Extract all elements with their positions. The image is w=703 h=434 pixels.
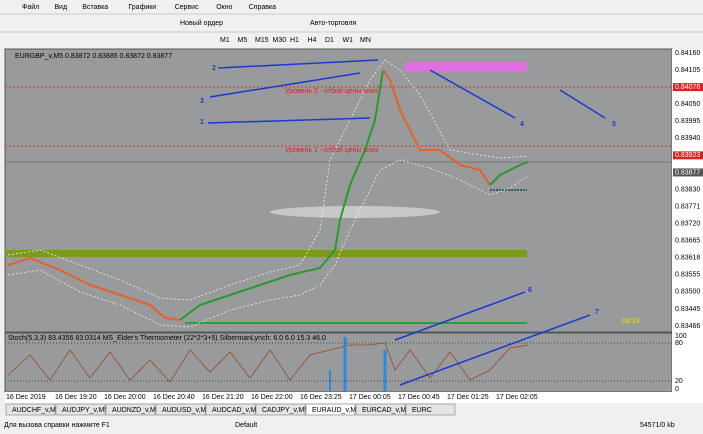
- chart-title: EURGBP_v,M5 0.83872 0.83885 0.83872 0.83…: [15, 53, 172, 60]
- indicator-axis-label: 0: [675, 386, 679, 393]
- button[interactable]: Авто-торговля: [310, 20, 356, 27]
- annotation: 5: [612, 121, 616, 128]
- tab-label[interactable]: EURAUD_v,M5: [312, 407, 360, 414]
- time-label: 16 Dec 20:00: [104, 394, 146, 401]
- price-label: 0.83665: [675, 238, 700, 245]
- tab[interactable]: [5, 403, 56, 416]
- price-label: 0.84160: [675, 50, 700, 57]
- tab-label[interactable]: AUDNZD_v,M5: [112, 407, 160, 414]
- indicator-axis-label: 20: [675, 378, 683, 385]
- status-help: Для вызова справки нажмите F1: [4, 422, 110, 429]
- status-traffic: 54571/0 kb: [640, 422, 675, 429]
- timeframe[interactable]: H4: [308, 37, 317, 44]
- tab[interactable]: [355, 403, 406, 416]
- indicator-label: Stoch(5,3,3) 83.4356 83.0314 MS_Elder's …: [8, 335, 326, 342]
- menu-item[interactable]: Сервис: [175, 4, 199, 11]
- time-label: 16 Dec 21:20: [202, 394, 244, 401]
- menu-item[interactable]: Справка: [249, 4, 277, 11]
- time-label: 16 Dec 20:40: [153, 394, 195, 401]
- tab[interactable]: [155, 403, 206, 416]
- time-label: 17 Dec 00:05: [349, 394, 391, 401]
- chart-area: [4, 48, 673, 333]
- timeframe[interactable]: M1: [220, 37, 230, 44]
- time-label: 16 Dec 22:00: [251, 394, 293, 401]
- timeframe[interactable]: M15: [255, 37, 269, 44]
- time-label: 17 Dec 01:25: [447, 394, 489, 401]
- level-label: Уровень 2 - отбой цены вниз: [285, 87, 378, 95]
- menu-item[interactable]: Окно: [216, 4, 232, 11]
- annotation: 6: [528, 287, 532, 294]
- chart-drawing: [5, 59, 672, 392]
- price-marker: [673, 151, 703, 160]
- price-label: 0.84076: [675, 84, 700, 91]
- price-axis-bg: [672, 49, 703, 392]
- price-label: 0.83720: [675, 220, 700, 227]
- price-label: 0.83500: [675, 289, 700, 296]
- timeframe[interactable]: H1: [290, 37, 299, 44]
- price-label: 0.83923: [675, 152, 700, 159]
- menu-item[interactable]: Файл: [22, 3, 39, 11]
- timeframe[interactable]: M5: [238, 37, 248, 44]
- tab[interactable]: [205, 403, 256, 416]
- indicator-axis-label: 80: [675, 340, 683, 347]
- tab-label[interactable]: CADJPY_v,M5: [262, 407, 308, 414]
- toolbar-bg: [0, 0, 703, 48]
- price-label: 0.83555: [675, 272, 700, 279]
- tab-label[interactable]: AUDCAD_v,M5: [212, 407, 260, 414]
- price-label: 0.83771: [675, 203, 700, 210]
- indicator-area: [4, 332, 673, 393]
- annotation: 2: [212, 65, 216, 72]
- level-label: Уровень 1 - отбой цены вниз: [285, 146, 378, 154]
- timeframe[interactable]: M30: [273, 37, 287, 44]
- timeframe[interactable]: W1: [343, 37, 354, 44]
- tab-label[interactable]: AUDUSD_v,M5: [162, 407, 210, 414]
- tab-label[interactable]: AUDCHF_v,M5: [12, 407, 60, 414]
- timeframe[interactable]: D1: [325, 37, 334, 44]
- tab[interactable]: [405, 403, 456, 416]
- time-label: 17 Dec 02:05: [496, 394, 538, 401]
- price-marker: [673, 168, 703, 177]
- price-label: 0.83830: [675, 186, 700, 193]
- price-label: 0.83877: [675, 169, 700, 176]
- tab[interactable]: [255, 403, 306, 416]
- indicator-axis-label: 100: [675, 333, 687, 340]
- price-marker: [673, 83, 703, 92]
- time-label: 16 Dec 2019: [6, 394, 46, 401]
- timeframe[interactable]: MN: [360, 37, 371, 44]
- price-label: 0.83445: [675, 306, 700, 313]
- tab-label[interactable]: EURCAD_v,M5: [362, 407, 410, 414]
- tab-label[interactable]: AUDJPY_v,M5: [62, 407, 108, 414]
- tab[interactable]: [105, 403, 156, 416]
- price-label: 0.83618: [675, 255, 700, 262]
- price-label: 0.84105: [675, 67, 700, 74]
- time-axis-bg: [5, 392, 703, 403]
- time-label: 17 Dec 00:45: [398, 394, 440, 401]
- price-label: 0.83466: [675, 323, 700, 330]
- annotation: 7: [595, 309, 599, 316]
- clock: 03:19: [622, 318, 640, 325]
- tab[interactable]: [305, 403, 356, 416]
- annotation: 4: [520, 121, 524, 128]
- menu-item[interactable]: Графики: [128, 4, 156, 11]
- tab-label[interactable]: EURC: [412, 407, 432, 414]
- button[interactable]: Новый ордер: [180, 19, 223, 27]
- price-label: 0.83995: [675, 118, 700, 125]
- tab[interactable]: [55, 403, 106, 416]
- price-label: 0.84050: [675, 101, 700, 108]
- price-label: 0.83940: [675, 135, 700, 142]
- menu-item[interactable]: Вставка: [82, 4, 108, 11]
- annotation: 3: [200, 98, 204, 105]
- annotation: 1: [200, 119, 204, 126]
- status-profile: Default: [235, 422, 257, 429]
- time-label: 16 Dec 23:25: [300, 394, 342, 401]
- time-label: 16 Dec 19:20: [55, 394, 97, 401]
- menu-item[interactable]: Вид: [54, 4, 67, 11]
